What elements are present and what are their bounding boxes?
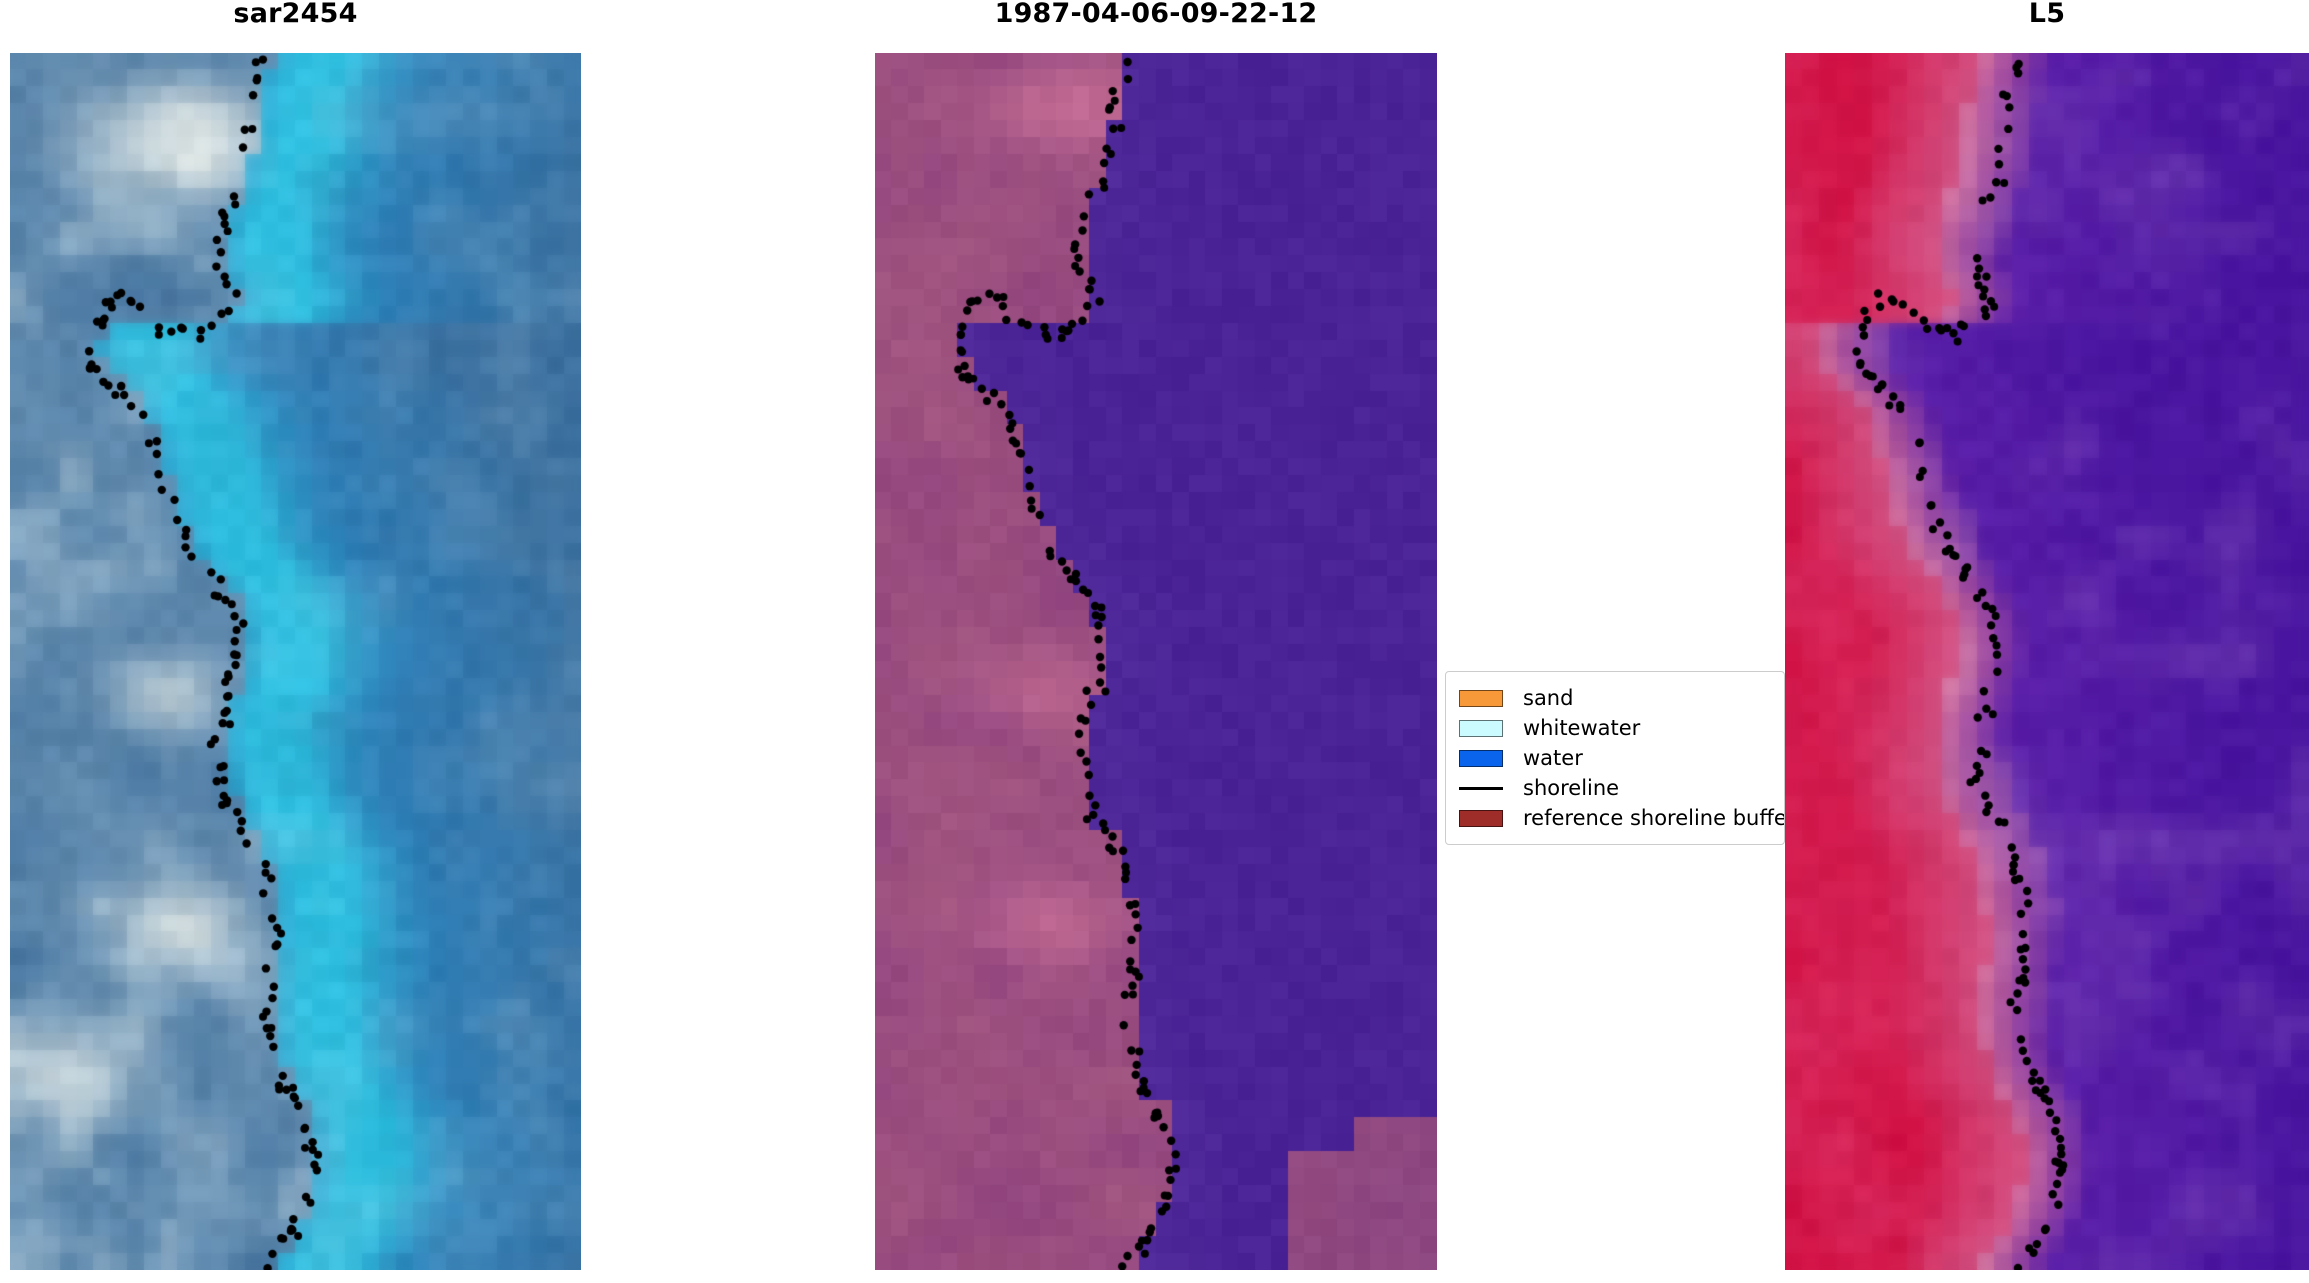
legend-swatch-sand	[1459, 683, 1507, 713]
legend-label-shoreline: shoreline	[1523, 775, 1620, 800]
legend-swatch-whitewater	[1459, 713, 1507, 743]
legend-label-reference-shoreline-buffer: reference shoreline buffer	[1523, 805, 1785, 830]
panel-sar2454: sar2454	[10, 0, 581, 1270]
legend-item-water: water	[1459, 743, 1771, 773]
panel-classified: 1987-04-06-09-22-12	[875, 0, 1437, 1270]
legend-item-sand: sand	[1459, 683, 1771, 713]
legend-swatch-reference-buffer	[1459, 803, 1507, 833]
l5-image-canvas	[1785, 53, 2309, 1270]
sar-image-canvas	[10, 53, 581, 1270]
panel-title-l5: L5	[2028, 0, 2066, 29]
whitewater-color-swatch	[1459, 719, 1503, 737]
legend-item-reference-shoreline-buffer: reference shoreline buffer	[1459, 803, 1784, 833]
sand-color-swatch	[1459, 689, 1503, 707]
reference-buffer-color-swatch	[1459, 809, 1503, 827]
legend-label-sand: sand	[1523, 685, 1574, 710]
legend-swatch-shoreline	[1459, 773, 1507, 803]
legend-swatch-water	[1459, 743, 1507, 773]
map-legend: sand whitewater water shoreline referenc…	[1445, 671, 1785, 845]
panel-l5: L5	[1785, 0, 2309, 1270]
legend-item-whitewater: whitewater	[1459, 713, 1771, 743]
classified-image-canvas	[875, 53, 1437, 1270]
legend-item-shoreline: shoreline	[1459, 773, 1771, 803]
water-color-swatch	[1459, 749, 1503, 767]
legend-label-whitewater: whitewater	[1523, 715, 1641, 740]
legend-label-water: water	[1523, 745, 1583, 770]
shoreline-line-swatch	[1459, 786, 1503, 790]
panel-title-classified: 1987-04-06-09-22-12	[994, 0, 1318, 29]
panel-title-sar2454: sar2454	[233, 0, 358, 29]
